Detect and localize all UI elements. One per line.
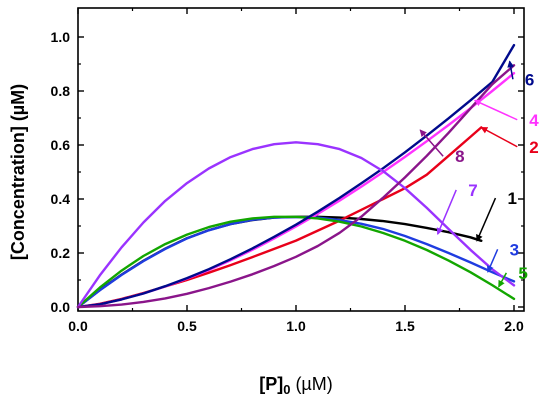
callout-label-3: 3 [510,240,519,259]
x-tick-label: 1.0 [286,318,306,334]
x-axis-title-subscript: 0 [283,382,290,397]
x-axis-title-unit: (µM) [290,374,332,394]
x-axis-title: [P]0 (µM) [259,374,333,397]
callout-arrow-7 [436,189,457,236]
series-line-6 [76,43,516,309]
y-axis: 0.0 0.2 0.4 0.6 0.8 1.0 [51,29,524,315]
series-line-7 [76,141,516,309]
series-line-5 [76,215,516,309]
y-tick-label: 0.0 [51,299,71,315]
callout-label-8: 8 [455,147,464,166]
callout-arrow-3 [487,249,499,273]
callout-arrow-2 [480,126,518,148]
y-axis-title: [Concentration] (µM) [8,84,28,260]
callout-arrow-4 [473,99,518,121]
x-tick-label: 2.0 [504,318,524,334]
callout-label-2: 2 [529,138,538,157]
x-axis: 0.0 0.5 1.0 1.5 2.0 [68,8,524,334]
plot-frame [77,7,525,312]
callout-label-1: 1 [507,189,516,208]
x-tick-label: 0.0 [68,318,88,334]
callout-arrow-5 [498,272,508,288]
series-line-4 [76,72,516,309]
series-layer [76,43,516,309]
y-tick-label: 0.8 [51,83,71,99]
callout-label-6: 6 [525,70,534,89]
callout-label-4: 4 [529,111,539,130]
callout-label-7: 7 [468,181,477,200]
y-tick-label: 0.6 [51,137,71,153]
x-tick-label: 0.5 [177,318,197,334]
x-tick-label: 1.5 [395,318,415,334]
x-axis-title-main: [P] [259,374,283,394]
callout-arrow-8 [419,129,444,157]
callout-layer: 1 2 3 4 5 6 78 [419,60,539,288]
callout-arrow-6 [507,60,515,80]
series-line-8 [76,64,516,309]
plot-border [77,7,525,312]
callout-label-5: 5 [518,264,527,283]
y-tick-label: 1.0 [51,29,71,45]
y-tick-label: 0.2 [51,245,71,261]
callout-arrow-1 [476,197,497,242]
y-tick-label: 0.4 [51,191,71,207]
